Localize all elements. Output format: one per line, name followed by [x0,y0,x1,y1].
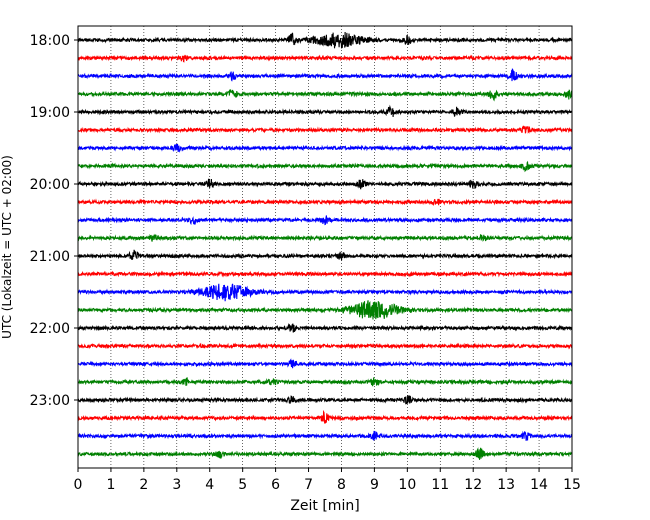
trace-line [77,358,573,369]
y-tick-label: 21:00 [30,249,70,265]
x-tick-label: 8 [337,477,346,493]
trace-line [77,233,573,242]
trace-line [77,322,573,333]
trace-line [77,249,573,261]
trace-line [77,215,573,226]
x-tick-label: 15 [563,477,581,493]
trace-line [77,198,573,207]
x-tick-label: 10 [398,477,416,493]
x-tick-label: 5 [238,477,247,493]
trace-line [77,104,573,117]
trace-line [77,395,573,405]
trace-line [77,89,573,102]
x-tick-label: 0 [74,477,83,493]
y-tick-label: 23:00 [30,393,70,409]
trace-line [77,143,573,153]
trace-line [77,270,573,278]
trace-line [77,68,573,82]
x-tick-label: 7 [304,477,313,493]
y-tick-label: 20:00 [30,177,70,193]
plot-frame [77,25,573,469]
trace-line [77,178,573,190]
x-tick-label: 9 [370,477,379,493]
grid-lines [110,26,540,468]
trace-line [77,430,573,441]
x-tick-label: 13 [497,477,515,493]
trace-line [77,54,573,63]
trace-line [77,447,573,460]
trace-lines [77,31,573,460]
x-axis-ticks: 0 1 2 3 4 5 6 7 8 9 10 11 12 13 14 15 [74,468,581,493]
x-tick-label: 4 [205,477,214,493]
y-tick-label: 18:00 [30,33,70,49]
x-tick-label: 11 [431,477,449,493]
trace-line [77,31,573,49]
y-axis-label: UTC (Lokalzeit = UTC + 02:00) [0,155,14,339]
x-axis-label: Zeit [min] [290,498,359,514]
trace-line [77,409,573,424]
x-tick-label: 12 [464,477,482,493]
trace-line [77,283,573,302]
x-tick-label: 2 [139,477,148,493]
y-tick-label: 19:00 [30,105,70,121]
x-tick-label: 3 [172,477,181,493]
x-tick-label: 14 [530,477,548,493]
x-tick-label: 1 [106,477,115,493]
trace-line [77,377,573,387]
trace-line [77,300,573,320]
trace-line [77,342,573,350]
x-tick-label: 6 [271,477,280,493]
y-axis-ticks: 18:00 19:00 20:00 21:00 22:00 23:00 [30,33,78,409]
trace-line [77,125,573,134]
y-tick-label: 22:00 [30,321,70,337]
trace-line [77,160,573,173]
